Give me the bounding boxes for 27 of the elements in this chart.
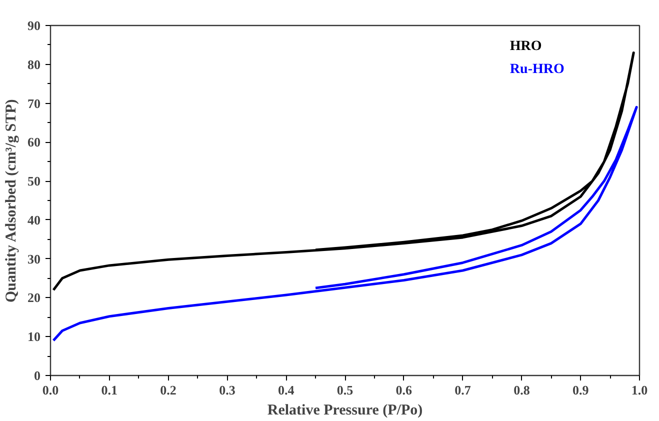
x-tick-label: 1.0 bbox=[631, 382, 648, 398]
y-tick-label: 60 bbox=[28, 134, 40, 150]
x-tick-label: 0.3 bbox=[219, 382, 236, 398]
x-tick-label: 0.7 bbox=[454, 382, 472, 398]
y-tick-label: 90 bbox=[28, 18, 40, 33]
y-tick-label: 50 bbox=[28, 174, 40, 189]
x-tick-label: 0.4 bbox=[278, 382, 295, 398]
y-tick-label: 40 bbox=[28, 212, 40, 228]
y-tick-label: 0 bbox=[34, 368, 40, 383]
x-tick-label: 0.9 bbox=[572, 382, 590, 398]
y-tick-label: 70 bbox=[28, 96, 40, 111]
y-tick-label: 20 bbox=[28, 290, 40, 306]
x-tick-label: 0.0 bbox=[42, 382, 59, 398]
y-tick-label: 80 bbox=[28, 56, 40, 72]
text: Ru-HRO bbox=[510, 62, 564, 77]
x-tick-label: 0.8 bbox=[514, 382, 530, 398]
line-series bbox=[52, 106, 638, 342]
y-tick-label: 30 bbox=[28, 251, 40, 266]
x-tick-label: 0.6 bbox=[396, 382, 413, 398]
x-tick-label: 0.5 bbox=[336, 382, 354, 398]
text: HRO bbox=[510, 39, 542, 54]
y-tick-label: 10 bbox=[28, 329, 40, 344]
y-axis-title: Quantity Adsorbed (cm³/g STP) bbox=[4, 99, 20, 303]
line-series bbox=[52, 51, 635, 292]
x-tick-label: 0.2 bbox=[160, 382, 176, 398]
x-tick-label: 0.1 bbox=[101, 382, 118, 398]
x-axis-title: Relative Pressure (P/Po) bbox=[267, 402, 423, 418]
